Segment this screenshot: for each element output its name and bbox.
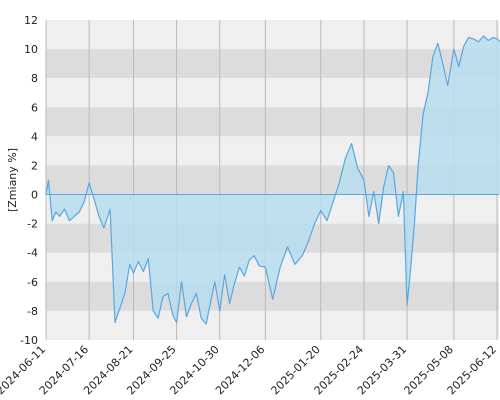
y-tick-label: 6 bbox=[31, 101, 38, 114]
band bbox=[46, 78, 499, 108]
band bbox=[46, 310, 499, 340]
band bbox=[46, 20, 499, 50]
y-tick-label: -10 bbox=[20, 334, 38, 347]
y-tick-label: -4 bbox=[27, 247, 38, 260]
series-area bbox=[45, 35, 500, 325]
series-fill bbox=[46, 36, 500, 324]
y-axis-label: [Zmiany %] bbox=[6, 148, 19, 212]
x-tick-labels: 2024-06-112024-07-162024-08-212024-09-25… bbox=[0, 343, 499, 397]
x-tick-label: 2024-12-06 bbox=[213, 343, 267, 397]
series-line bbox=[45, 35, 500, 325]
y-tick-label: -8 bbox=[27, 305, 38, 318]
band bbox=[46, 49, 499, 79]
y-tick-label: -6 bbox=[27, 276, 38, 289]
y-tick-label: 2 bbox=[31, 159, 38, 172]
y-tick-label: -2 bbox=[27, 218, 38, 231]
y-tick-label: 12 bbox=[24, 14, 38, 27]
y-tick-label: 8 bbox=[31, 72, 38, 85]
y-tick-label: 10 bbox=[24, 43, 38, 56]
y-tick-label: 0 bbox=[31, 189, 38, 202]
y-tick-labels: 12 10 8 6 4 2 0 -2 -4 -6 -8 -10 bbox=[20, 14, 38, 347]
y-tick-label: 4 bbox=[31, 130, 38, 143]
